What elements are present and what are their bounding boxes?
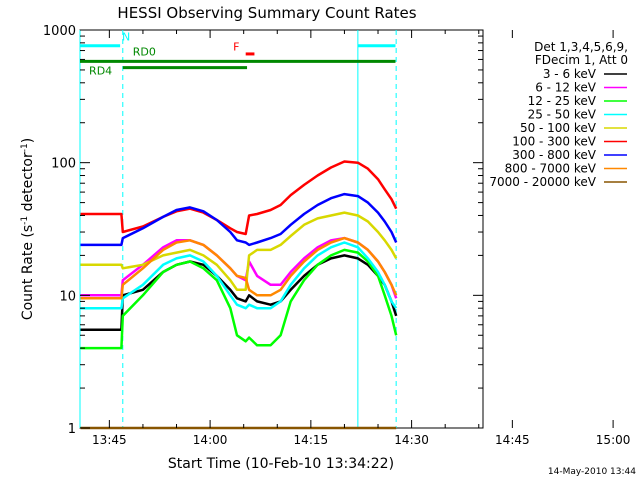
series-line-6 bbox=[80, 192, 398, 247]
legend-label-5: 100 - 300 keV bbox=[512, 135, 596, 149]
x-axis-label: Start Time (10-Feb-10 13:34:22) bbox=[168, 456, 394, 472]
x-tick-label-3: 14:30 bbox=[394, 433, 429, 447]
legend-label-8: 7000 - 20000 keV bbox=[489, 175, 596, 189]
y-tick-label-1: 10 bbox=[59, 289, 76, 304]
legend: Det 1,3,4,5,6,9, FDecim 1, Att 0 3 - 6 k… bbox=[489, 40, 628, 189]
flag-label-2: RD4 bbox=[89, 65, 112, 78]
legend-label-3: 25 - 50 keV bbox=[528, 108, 597, 122]
x-tick-label-1: 14:00 bbox=[193, 433, 228, 447]
x-tick-label-2: 14:15 bbox=[294, 433, 329, 447]
flag-label-3: F bbox=[233, 41, 239, 54]
legend-label-4: 50 - 100 keV bbox=[520, 121, 597, 135]
x-tick-label-0: 13:45 bbox=[92, 433, 127, 447]
series-line-7 bbox=[80, 236, 398, 300]
y-axis-ticks: 1 10 100 1000 bbox=[43, 24, 483, 437]
y-axis-label-sup2: -1 bbox=[20, 143, 30, 152]
flag-label-1: RD0 bbox=[133, 46, 156, 59]
x-tick-label-4: 14:45 bbox=[495, 433, 530, 447]
series-lines bbox=[80, 160, 398, 430]
series-line-4 bbox=[80, 211, 398, 292]
x-axis-ticks: 13:45 14:00 14:15 14:30 14:45 15:00 bbox=[92, 30, 630, 447]
chart-title: HESSI Observing Summary Count Rates bbox=[117, 4, 416, 22]
y-axis-label-sup1: -1 bbox=[20, 216, 30, 225]
legend-label-2: 12 - 25 keV bbox=[528, 94, 597, 108]
legend-label-7: 800 - 7000 keV bbox=[505, 162, 597, 176]
flag-label-0: N bbox=[122, 31, 130, 44]
y-axis-label-main: Count Rate (s bbox=[20, 225, 36, 320]
legend-label-1: 6 - 12 keV bbox=[535, 81, 597, 95]
y-axis-label-mid: detector bbox=[20, 152, 36, 216]
y-tick-label-3: 1000 bbox=[43, 24, 76, 39]
legend-label-6: 300 - 800 keV bbox=[512, 148, 596, 162]
x-tick-label-5: 15:00 bbox=[596, 433, 631, 447]
y-axis-label: Count Rate (s-1 detector-1) bbox=[20, 138, 36, 320]
legend-title-line-2: FDecim 1, Att 0 bbox=[535, 53, 628, 67]
legend-title-line-1: Det 1,3,4,5,6,9, bbox=[534, 40, 628, 54]
date-stamp: 14-May-2010 13:44 bbox=[548, 467, 636, 477]
y-axis-label-end: ) bbox=[20, 138, 36, 143]
y-tick-label-0: 1 bbox=[68, 422, 76, 437]
y-tick-label-2: 100 bbox=[51, 157, 76, 172]
flag-bars bbox=[80, 44, 396, 70]
legend-label-0: 3 - 6 keV bbox=[543, 67, 597, 81]
series-line-2 bbox=[80, 248, 398, 350]
series-line-3 bbox=[80, 241, 398, 310]
